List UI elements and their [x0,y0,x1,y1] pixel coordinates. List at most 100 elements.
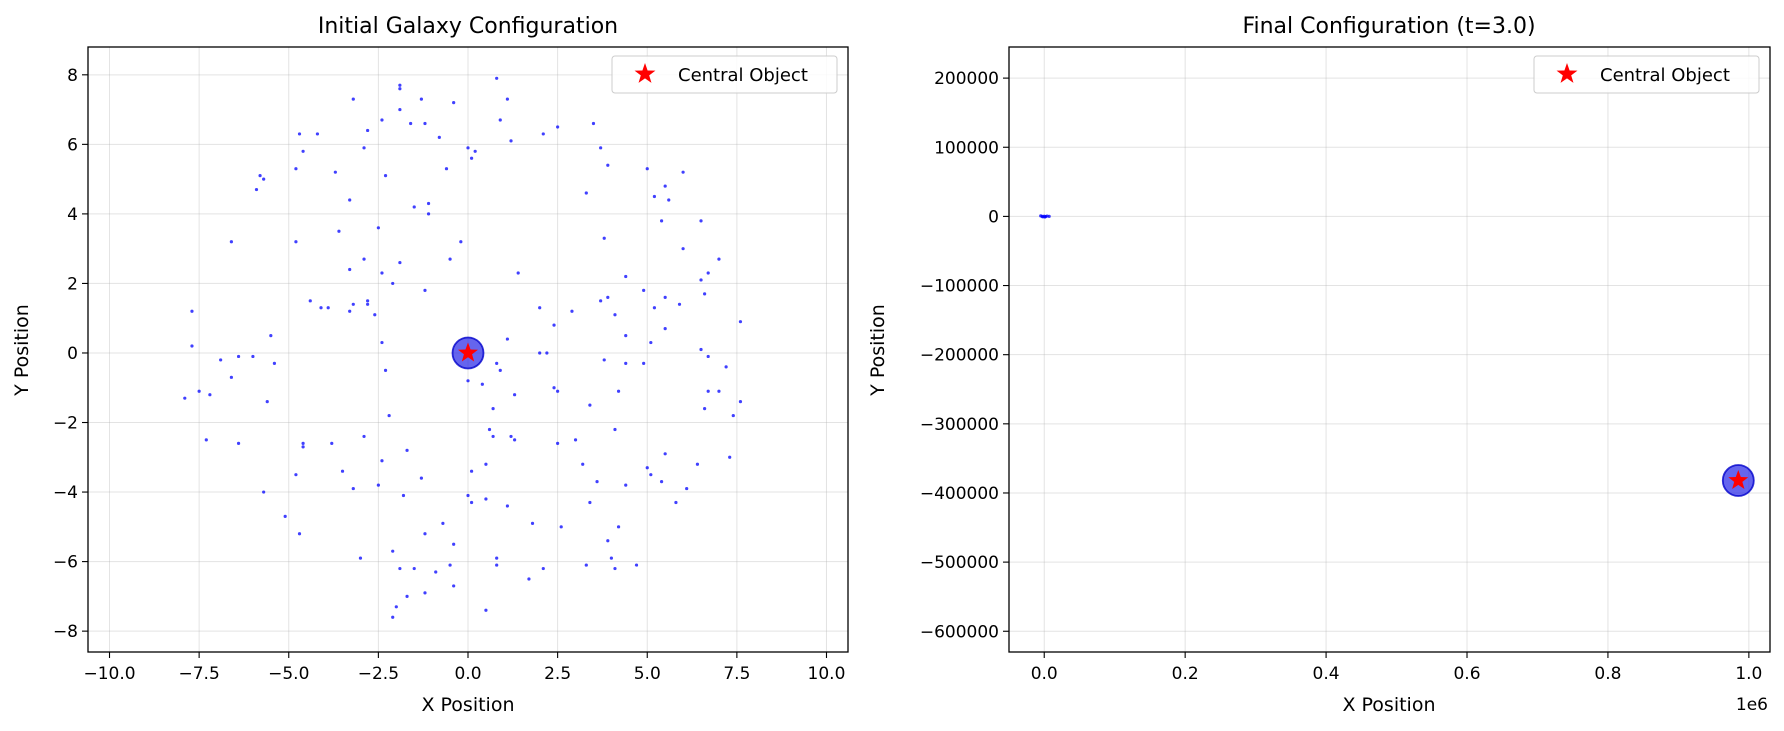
left-particle-point [495,76,499,80]
left-particle-point [588,403,592,407]
left-y-tick-label: −6 [53,553,78,573]
left-particle-point [398,260,402,265]
left-particle-point [613,566,617,571]
left-particle-point [509,139,513,143]
left-particle-point [469,469,474,473]
left-particle-point [663,327,667,331]
left-particle-point [376,226,380,230]
right-y-tick-label: 200000 [934,69,999,89]
left-particle-point [706,271,710,275]
left-particle-point [556,125,560,129]
left-particle-point [505,97,510,101]
left-particle-point [484,497,488,501]
left-legend-label: Central Object [678,65,808,86]
left-y-tick-label: 0 [67,344,78,364]
right-legend-box [1533,55,1760,94]
left-x-tick-label: 10.0 [808,664,846,684]
left-particle-point [613,427,617,432]
left-particle-point [624,483,628,487]
left-particle-point [699,278,703,282]
left-particle-point [362,434,366,439]
left-particle-point [541,132,545,136]
left-particle-point [391,615,395,619]
left-particle-point [330,441,334,445]
left-particle-point [383,368,388,372]
left-particle-point [348,309,352,313]
left-particle-point [695,462,700,466]
right-central-object-star-icon [1728,470,1749,490]
left-particle-point [366,128,370,133]
left-particle-point [294,240,298,244]
left-particle-point [595,480,599,484]
left-particle-point [674,500,678,505]
left-particle-point [351,486,355,491]
left-particle-point [351,302,355,306]
left-particle-point [559,525,563,529]
right-y-tick-label: −500000 [920,553,999,573]
left-particle-point [469,500,474,505]
left-particle-point [208,393,212,397]
left-particle-point [652,194,657,199]
left-particle-point [269,333,273,338]
left-particle-point [573,438,578,442]
left-particle-point [319,306,323,310]
left-legend-box [611,55,838,94]
right-y-tick-label: 0 [988,207,999,227]
left-particle-point [448,563,452,567]
left-particle-point [677,302,682,306]
left-particle-point [466,493,470,498]
left-particle-point [495,361,499,366]
left-legend: Central Object [611,55,838,94]
left-particle-point [426,201,431,206]
left-particle-point [283,514,287,518]
left-particle-point [498,118,502,122]
left-particle-point [667,198,671,202]
left-particle-point [606,539,610,543]
right-particle-point [1047,214,1051,218]
left-particle-point [308,299,312,303]
left-particle-point [728,455,732,459]
left-particle-point [409,121,413,126]
left-particle-point [681,247,685,251]
right-chart-panel: 0.0 0.2 0.4 0.6 0.8 1.0 200000 100000 0 −100000 −2… [867,14,1771,716]
left-particle-point [645,167,649,171]
left-particle-point [556,441,560,445]
right-particles [1039,214,1051,219]
right-ticks: 0.0 0.2 0.4 0.6 0.8 1.0 200000 100000 0 −100000 −2… [920,69,1763,684]
left-particle-point [391,281,395,286]
left-particle-point [441,521,445,525]
left-particle-point [229,240,233,244]
right-x-tick-label: 0.4 [1313,664,1340,684]
left-particle-point [391,549,395,553]
left-particle-point [326,306,330,310]
right-y-tick-label: −200000 [920,346,999,366]
left-particle-point [251,354,255,359]
left-particle-point [376,483,380,487]
left-y-tick-label: −8 [53,622,78,642]
right-chart-title: Final Configuration (t=3.0) [1242,14,1535,39]
left-y-tick-label: 6 [67,135,78,155]
left-particle-point [383,174,388,178]
left-particle-point [516,271,520,275]
left-particle-point [444,167,449,171]
left-particle-point [258,174,262,178]
left-particle-point [484,608,488,612]
left-particle-point [513,438,517,442]
left-particle-point [348,267,352,272]
right-y-axis-label: Y Position [867,304,889,397]
left-particle-point [398,83,402,87]
left-particle-point [616,389,621,393]
left-particle-point [602,236,606,240]
left-particle-point [495,556,499,560]
left-particle-point [351,97,355,101]
left-particle-point [387,413,391,418]
left-particle-point [624,333,628,338]
left-particle-point [262,490,266,494]
left-particle-point [538,306,542,310]
right-x-tick-label: 0.0 [1031,664,1058,684]
left-particle-point [423,121,427,126]
left-particle-point [426,212,431,216]
left-particle-point [491,434,495,439]
left-particle-point [340,469,345,473]
